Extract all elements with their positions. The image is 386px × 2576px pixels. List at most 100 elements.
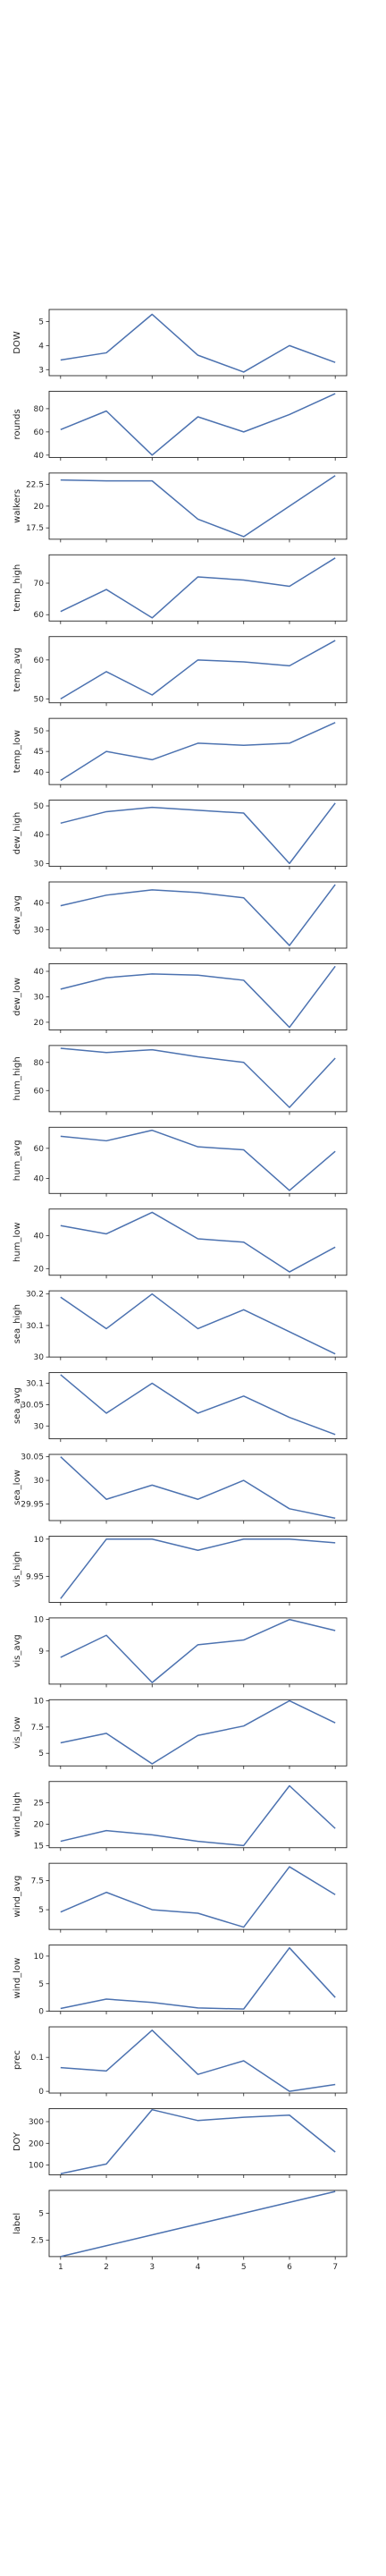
panel-wind_high: 15 20 25 wind_high xyxy=(13,1781,348,1851)
y-tick-label: 7.5 xyxy=(31,1877,44,1886)
panel-hum_high: 60 80 hum_high xyxy=(13,1045,348,1115)
series-line-rounds xyxy=(60,393,336,456)
y-tick-label: 17.5 xyxy=(26,524,44,533)
y-tick-label: 50 xyxy=(34,727,45,736)
series-line-vis_low xyxy=(60,1699,336,1765)
y-axis-label: dew_low xyxy=(13,978,22,1016)
series-line-hum_high xyxy=(60,1047,336,1108)
y-tick-label: 70 xyxy=(34,580,45,589)
series-line-dew_avg xyxy=(60,884,336,946)
x-tick-label: 1 xyxy=(58,2263,63,2272)
y-axis-label: hum_high xyxy=(13,1056,22,1100)
panel-dew_high: 30 40 50 dew_high xyxy=(13,800,348,870)
y-tick-label: 9 xyxy=(38,1648,44,1657)
panel-wind_low: 0 5 10 wind_low xyxy=(13,1945,348,2017)
axes-frame xyxy=(48,1781,348,1849)
axes-frame xyxy=(48,1290,348,1358)
panel-temp_low: 40 45 50 temp_low xyxy=(13,717,348,788)
series-line-wind_avg xyxy=(60,1866,336,1928)
y-tick-label: 30 xyxy=(34,926,45,935)
axes-frame xyxy=(48,390,348,458)
y-axis-label: DOW xyxy=(13,331,22,354)
series-line-dew_low xyxy=(60,965,336,1029)
series-line-walkers xyxy=(60,475,336,538)
y-tick-label: 40 xyxy=(34,452,45,461)
y-axis-label: walkers xyxy=(13,489,22,523)
panel-sea_avg: 30 30.05 30.1 sea_avg xyxy=(13,1372,348,1443)
y-tick-label: 5 xyxy=(38,1750,44,1758)
axes-frame xyxy=(48,309,348,377)
y-tick-label: 20 xyxy=(34,1820,45,1829)
panel-temp_avg: 50 60 temp_avg xyxy=(13,636,348,707)
y-axis-label: hum_low xyxy=(13,1222,22,1262)
axes-frame xyxy=(48,2108,348,2175)
series-line-vis_high xyxy=(60,1538,336,1599)
panel-hum_low: 20 40 hum_low xyxy=(13,1208,348,1279)
y-tick-label: 80 xyxy=(34,1059,45,1068)
y-tick-label: 80 xyxy=(34,405,45,414)
y-tick-label: 30 xyxy=(34,1477,45,1486)
y-tick-label: 30 xyxy=(34,1422,45,1431)
axes-frame xyxy=(48,1699,348,1767)
axes-frame xyxy=(48,962,348,1030)
y-tick-label: 40 xyxy=(34,768,45,777)
series-line-sea_high xyxy=(60,1292,336,1355)
axes-frame xyxy=(48,1045,348,1113)
y-axis-label: sea_low xyxy=(13,1470,22,1505)
panel-rounds: 40 60 80 rounds xyxy=(13,390,348,461)
series-line-dew_high xyxy=(60,802,336,865)
x-tick-label: 4 xyxy=(196,2263,201,2272)
series-line-temp_avg xyxy=(60,640,336,700)
panel-wind_avg: 5 7.5 wind_avg xyxy=(13,1862,348,1933)
y-tick-label: 40 xyxy=(34,900,45,909)
y-tick-label: 100 xyxy=(29,2162,44,2171)
axes-frame xyxy=(48,1126,348,1194)
panel-dew_avg: 30 40 dew_avg xyxy=(13,881,348,952)
x-tick-label: 6 xyxy=(287,2263,292,2272)
series-line-sea_avg xyxy=(60,1374,336,1436)
y-tick-label: 3 xyxy=(38,366,44,375)
series-line-wind_high xyxy=(60,1784,336,1847)
y-tick-label: 40 xyxy=(34,1174,45,1183)
y-tick-label: 30 xyxy=(34,860,45,869)
y-tick-label: 9.95 xyxy=(26,1572,44,1581)
y-tick-label: 45 xyxy=(34,748,44,757)
y-tick-label: 15 xyxy=(34,1842,44,1851)
x-tick-label: 7 xyxy=(332,2263,338,2272)
y-tick-label: 25 xyxy=(34,1800,44,1809)
y-axis-label: dew_avg xyxy=(13,895,22,935)
series-line-prec xyxy=(60,2029,336,2092)
y-tick-label: 5 xyxy=(38,318,44,326)
y-tick-label: 10 xyxy=(34,1953,45,1962)
y-tick-label: 30.05 xyxy=(21,1401,44,1410)
y-axis-label: DOY xyxy=(13,2131,22,2151)
y-tick-label: 30.1 xyxy=(26,1322,44,1331)
y-axis-label: wind_avg xyxy=(13,1876,22,1918)
panel-temp_high: 60 70 temp_high xyxy=(13,554,348,624)
series-line-DOY xyxy=(60,2108,336,2174)
panel-label: 2.5 5 1 2 3 4 5 6 7 label xyxy=(13,2190,348,2272)
series-line-hum_low xyxy=(60,1211,336,1273)
y-tick-label: 40 xyxy=(34,831,45,840)
y-tick-label: 2.5 xyxy=(31,2237,44,2246)
y-tick-label: 7.5 xyxy=(31,1724,44,1733)
y-tick-label: 60 xyxy=(34,1087,45,1096)
y-tick-label: 4 xyxy=(38,342,44,351)
y-axis-label: label xyxy=(13,2213,22,2234)
panel-DOY: 100 200 300 DOY xyxy=(13,2108,348,2178)
y-axis-label: prec xyxy=(13,2050,22,2070)
axes-frame xyxy=(48,636,348,704)
y-tick-label: 30.1 xyxy=(26,1380,44,1389)
y-tick-label: 50 xyxy=(34,695,45,704)
y-tick-label: 60 xyxy=(34,611,45,620)
y-tick-label: 200 xyxy=(29,2140,44,2148)
series-line-vis_avg xyxy=(60,1618,336,1683)
panel-sea_high: 30 30.1 30.2 sea_high xyxy=(13,1290,348,1362)
panel-DOW: 3 4 5 DOW xyxy=(13,309,348,379)
y-tick-label: 20 xyxy=(34,1019,45,1028)
panel-dew_low: 20 30 40 dew_low xyxy=(13,962,348,1033)
y-tick-label: 30.05 xyxy=(21,1453,44,1462)
y-tick-label: 5 xyxy=(38,1980,44,1989)
y-tick-label: 50 xyxy=(34,802,45,811)
